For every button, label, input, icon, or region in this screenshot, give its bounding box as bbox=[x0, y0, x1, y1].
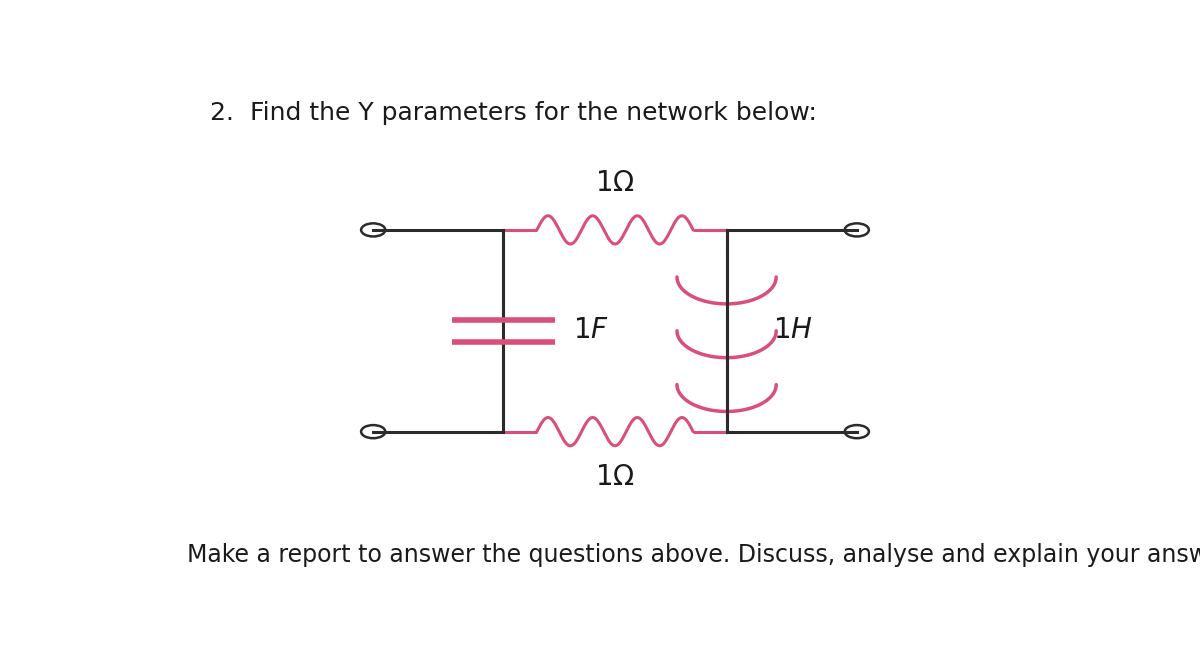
Text: $\mathit{1\Omega}$: $\mathit{1\Omega}$ bbox=[595, 464, 635, 491]
Text: $\mathit{1\Omega}$: $\mathit{1\Omega}$ bbox=[595, 170, 635, 197]
Text: 2.  Find the Y parameters for the network below:: 2. Find the Y parameters for the network… bbox=[210, 102, 817, 125]
Text: $\mathit{1F}$: $\mathit{1F}$ bbox=[574, 317, 610, 345]
Text: $\mathit{1H}$: $\mathit{1H}$ bbox=[773, 317, 812, 345]
Text: Make a report to answer the questions above. Discuss, analyse and explain your a: Make a report to answer the questions ab… bbox=[187, 543, 1200, 567]
